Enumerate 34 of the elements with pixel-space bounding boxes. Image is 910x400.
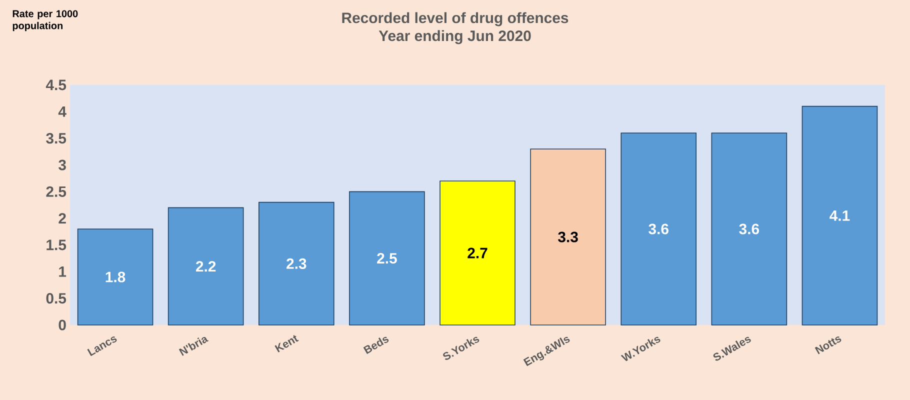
data-label: 2.7 bbox=[468, 248, 488, 258]
y-tick-label: 1 bbox=[59, 266, 66, 277]
x-tick-label: Notts bbox=[814, 336, 842, 354]
y-tick-label: 1.5 bbox=[46, 240, 66, 250]
y-tick-label: 0 bbox=[58, 320, 66, 330]
y-tick-label: 2.5 bbox=[46, 186, 66, 197]
data-label: 4.1 bbox=[830, 210, 850, 221]
data-label: 1.8 bbox=[106, 272, 126, 282]
bar bbox=[77, 228, 154, 326]
data-label: 3.3 bbox=[558, 232, 578, 242]
y-tick-label: 2 bbox=[58, 213, 66, 224]
y-tick-label: 4.5 bbox=[46, 80, 66, 90]
bar bbox=[620, 132, 697, 326]
chart-subtitle: Year ending Jun 2020 bbox=[378, 30, 531, 44]
bar bbox=[530, 148, 606, 326]
y-tick-label: 3 bbox=[58, 160, 66, 170]
data-label: 2.3 bbox=[286, 258, 306, 269]
chart-title: Recorded level of drug offences bbox=[342, 12, 568, 26]
y-axis-title: Rate per 1000 population bbox=[12, 10, 78, 32]
bar bbox=[711, 132, 788, 326]
bar bbox=[258, 202, 334, 326]
bar bbox=[349, 191, 425, 326]
data-label: 2.2 bbox=[196, 261, 216, 272]
x-tick-label: Beds bbox=[363, 336, 389, 354]
x-tick-label: Kent bbox=[274, 335, 299, 352]
data-label: 3.6 bbox=[648, 224, 668, 234]
y-tick-label: 3.5 bbox=[46, 133, 66, 144]
y-tick-label: 4 bbox=[58, 106, 66, 117]
bar bbox=[168, 207, 244, 326]
y-tick-label: 0.5 bbox=[46, 293, 66, 304]
data-label: 3.6 bbox=[739, 224, 760, 234]
bar bbox=[440, 180, 516, 326]
bar bbox=[802, 106, 878, 326]
data-label: 2.5 bbox=[377, 253, 397, 264]
